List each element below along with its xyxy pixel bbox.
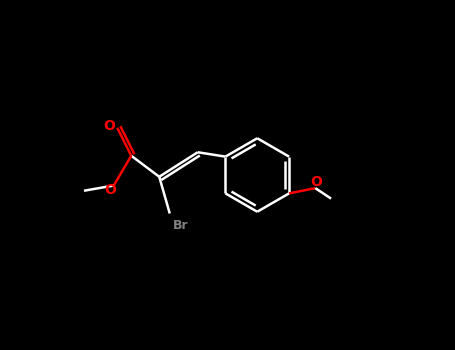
Text: O: O <box>104 183 116 197</box>
Text: Br: Br <box>172 219 188 232</box>
Text: O: O <box>104 119 116 133</box>
Text: O: O <box>310 175 322 189</box>
